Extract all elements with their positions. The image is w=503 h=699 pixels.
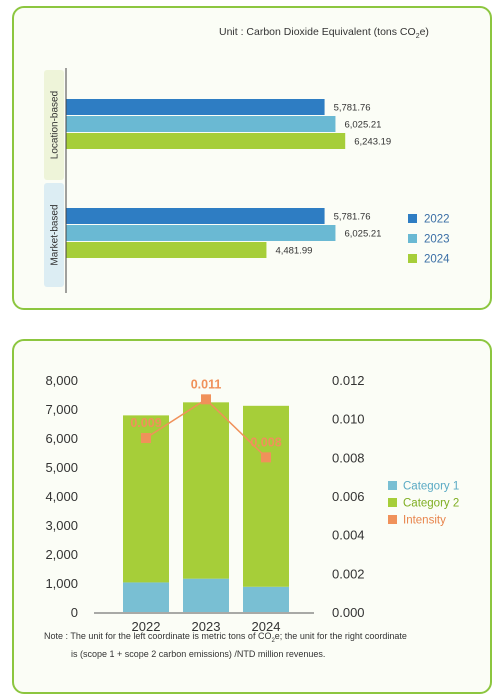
legend-label: Intensity — [403, 515, 446, 527]
left-tick-label: 8,000 — [45, 373, 78, 388]
left-tick-label: 1,000 — [45, 576, 78, 591]
group-label-box — [44, 183, 64, 287]
x-tick-label: 2022 — [132, 619, 161, 631]
left-tick-label: 7,000 — [45, 402, 78, 417]
bar — [66, 99, 325, 115]
bar — [66, 225, 336, 241]
emissions-intensity-panel: 0 1,000 2,000 3,000 4,000 5,000 6,000 7,000 8,00… — [12, 339, 492, 694]
legend-label: Category 1 — [403, 481, 459, 493]
legend-swatch — [408, 234, 417, 243]
left-tick-label: 0 — [71, 605, 78, 620]
data-label: 4,481.99 — [275, 246, 312, 257]
bar-category-1 — [243, 586, 289, 612]
bar — [66, 116, 336, 132]
data-label: 6,025.21 — [344, 120, 381, 131]
legend-swatch — [388, 498, 397, 507]
x-tick-label: 2024 — [252, 619, 281, 631]
bar-category-1 — [123, 582, 169, 612]
legend-swatch — [388, 481, 397, 490]
bar — [66, 208, 325, 224]
data-label: 6,243.19 — [354, 137, 391, 148]
unit-label: Unit : Carbon Dioxide Equivalent (tons C… — [219, 26, 429, 41]
bar-category-2 — [183, 402, 229, 579]
stacked-bar-intensity-chart: 0 1,000 2,000 3,000 4,000 5,000 6,000 7,000 8,00… — [45, 373, 459, 631]
legend-label: 2024 — [424, 254, 450, 266]
intensity-point — [201, 394, 211, 405]
data-label: 5,781.76 — [334, 103, 371, 114]
group-label-box — [44, 70, 64, 180]
right-tick-label: 0.010 — [332, 412, 365, 427]
left-tick-label: 6,000 — [45, 431, 78, 446]
legend-swatch — [408, 254, 417, 263]
bar-category-2 — [243, 405, 289, 587]
right-tick-label: 0.006 — [332, 489, 365, 504]
right-tick-label: 0.000 — [332, 605, 365, 620]
bar-category-2 — [123, 415, 169, 583]
bar — [66, 133, 346, 149]
right-tick-label: 0.012 — [332, 373, 365, 388]
legend-swatch — [388, 515, 397, 524]
intensity-label: 0.008 — [250, 435, 281, 449]
intensity-label: 0.011 — [191, 377, 222, 391]
group-label: Market-based — [50, 204, 61, 265]
left-tick-label: 5,000 — [45, 460, 78, 475]
data-label: 6,025.21 — [344, 229, 381, 240]
legend-label: Category 2 — [403, 498, 459, 510]
intensity-point — [141, 433, 151, 443]
right-tick-label: 0.004 — [332, 528, 365, 543]
right-tick-label: 0.008 — [332, 450, 365, 465]
intensity-point — [261, 452, 271, 463]
x-tick-label: 2023 — [192, 619, 221, 631]
group-label: Location-based — [50, 91, 61, 159]
scope2-emissions-panel: Unit : Carbon Dioxide Equivalent (tons C… — [12, 6, 492, 310]
left-tick-label: 4,000 — [45, 489, 78, 504]
data-label: 5,781.76 — [334, 212, 371, 223]
legend-swatch — [408, 214, 417, 223]
bar-category-1 — [183, 578, 229, 612]
intensity-label: 0.009 — [130, 416, 161, 430]
chart-note: Note : The unit for the left coordinate … — [44, 631, 407, 659]
left-tick-label: 3,000 — [45, 518, 78, 533]
legend-label: 2022 — [424, 214, 450, 226]
horizontal-bar-chart: Location-based 5,781.76 6,025.21 6,243.19 Ma… — [44, 68, 450, 293]
left-tick-label: 2,000 — [45, 547, 78, 562]
bar — [66, 242, 267, 258]
legend-label: 2023 — [424, 234, 450, 246]
right-tick-label: 0.002 — [332, 566, 365, 581]
